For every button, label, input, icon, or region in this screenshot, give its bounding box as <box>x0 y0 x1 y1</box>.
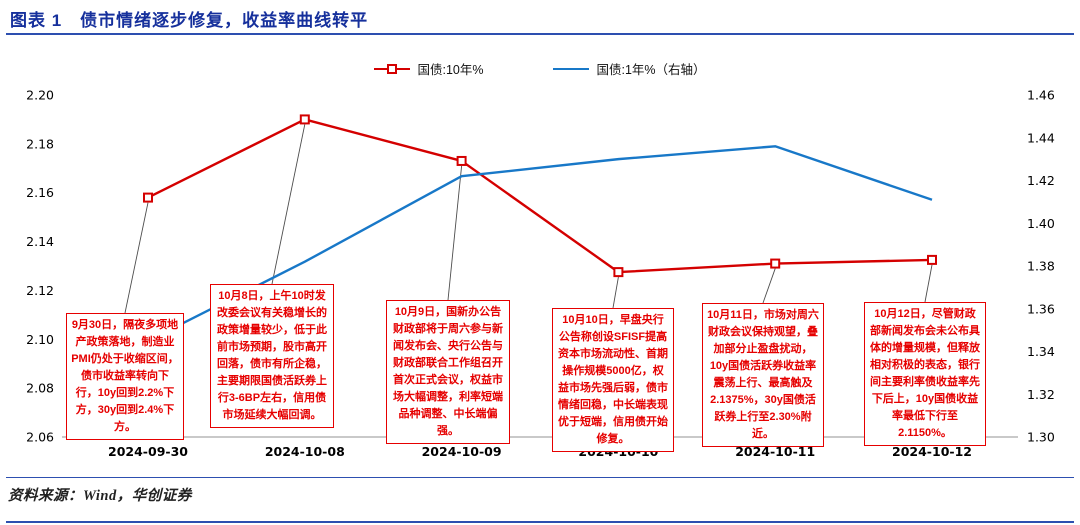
series-line-1 <box>147 145 933 342</box>
right-axis-tick-label: 1.30 <box>1027 430 1055 445</box>
legend-marker-1y-icon <box>553 63 590 75</box>
x-axis-tick-label: 2024-10-11 <box>735 444 815 459</box>
series-marker-square <box>927 254 937 265</box>
series-marker-square <box>299 114 310 125</box>
figure-title: 图表 1 债市情绪逐步修复，收益率曲线转平 <box>10 11 369 30</box>
legend-line-1y-icon <box>553 67 590 70</box>
divider-top <box>6 33 1074 35</box>
annotation-box-1: 9月30日，隔夜多项地产政策落地，制造业PMI仍处于收缩区间，债市收益率转向下行… <box>66 313 184 440</box>
legend-label-10y: 国债:10年% <box>417 63 484 77</box>
x-axis-tick-label: 2024-10-12 <box>892 444 972 459</box>
annotation-connector-line <box>124 202 149 314</box>
left-axis-tick-label: 2.06 <box>26 430 54 445</box>
left-axis-tick-label: 2.14 <box>26 234 54 249</box>
right-axis-tick-label: 1.42 <box>1027 173 1055 188</box>
right-axis-tick-label: 1.34 <box>1027 344 1055 359</box>
right-axis-tick-label: 1.32 <box>1027 387 1055 402</box>
annotation-connector-line <box>447 165 463 301</box>
x-axis-tick-label: 2024-10-08 <box>265 444 345 459</box>
series-line-0 <box>147 118 933 274</box>
annotation-connector-line <box>762 268 776 304</box>
legend-item-1y: 国债:1年%（右轴） <box>553 59 706 78</box>
legend-marker-10y-icon <box>374 63 411 75</box>
annotation-connector-line <box>612 277 619 309</box>
legend-label-1y: 国债:1年%（右轴） <box>596 63 706 77</box>
right-axis-tick-label: 1.46 <box>1027 88 1055 103</box>
x-axis-tick-label: 2024-09-30 <box>108 444 188 459</box>
left-axis-tick-label: 2.18 <box>26 136 54 151</box>
right-axis-tick-label: 1.44 <box>1027 130 1055 145</box>
left-axis-tick-label: 2.16 <box>26 185 54 200</box>
left-axis-tick-label: 2.12 <box>26 283 54 298</box>
annotation-box-6: 10月12日，尽管财政部新闻发布会未公布具体的增量规模，但释放相对积极的表态，银… <box>864 302 986 446</box>
right-axis-tick-label: 1.40 <box>1027 216 1055 231</box>
chart-legend: 国债:10年% 国债:1年%（右轴） <box>0 59 1080 78</box>
divider-bottom <box>6 521 1074 523</box>
annotation-box-4: 10月10日，早盘央行公告称创设SFISF提高资本市场流动性、首期操作规模500… <box>552 308 674 452</box>
left-axis-tick-label: 2.20 <box>26 88 54 103</box>
left-axis-tick-label: 2.08 <box>26 381 54 396</box>
annotation-connector-line <box>271 124 306 285</box>
divider-footer <box>6 477 1074 478</box>
right-axis-tick-label: 1.38 <box>1027 259 1055 274</box>
annotation-box-3: 10月9日，国新办公告财政部将于周六参与新闻发布会、央行公告与财政部联合工作组召… <box>386 300 510 444</box>
series-marker-square <box>770 258 781 269</box>
source-note: 资料来源：Wind，华创证券 <box>8 488 192 504</box>
annotation-box-5: 10月11日，市场对周六财政会议保持观望，叠加部分止盈盘扰动，10y国债活跃券收… <box>702 303 824 447</box>
legend-item-10y: 国债:10年% <box>374 59 483 78</box>
series-marker-square <box>456 155 467 166</box>
series-marker-square <box>143 192 153 203</box>
annotation-box-2: 10月8日，上午10时发改委会议有关稳增长的政策增量较少，低于此前市场预期，股市… <box>210 284 334 428</box>
left-axis-tick-label: 2.10 <box>26 332 54 347</box>
series-marker-square <box>613 267 624 278</box>
x-axis-tick-label: 2024-10-09 <box>422 444 502 459</box>
annotation-connector-line <box>924 264 933 303</box>
right-axis-tick-label: 1.36 <box>1027 301 1055 316</box>
legend-square-10y-icon <box>387 63 398 74</box>
